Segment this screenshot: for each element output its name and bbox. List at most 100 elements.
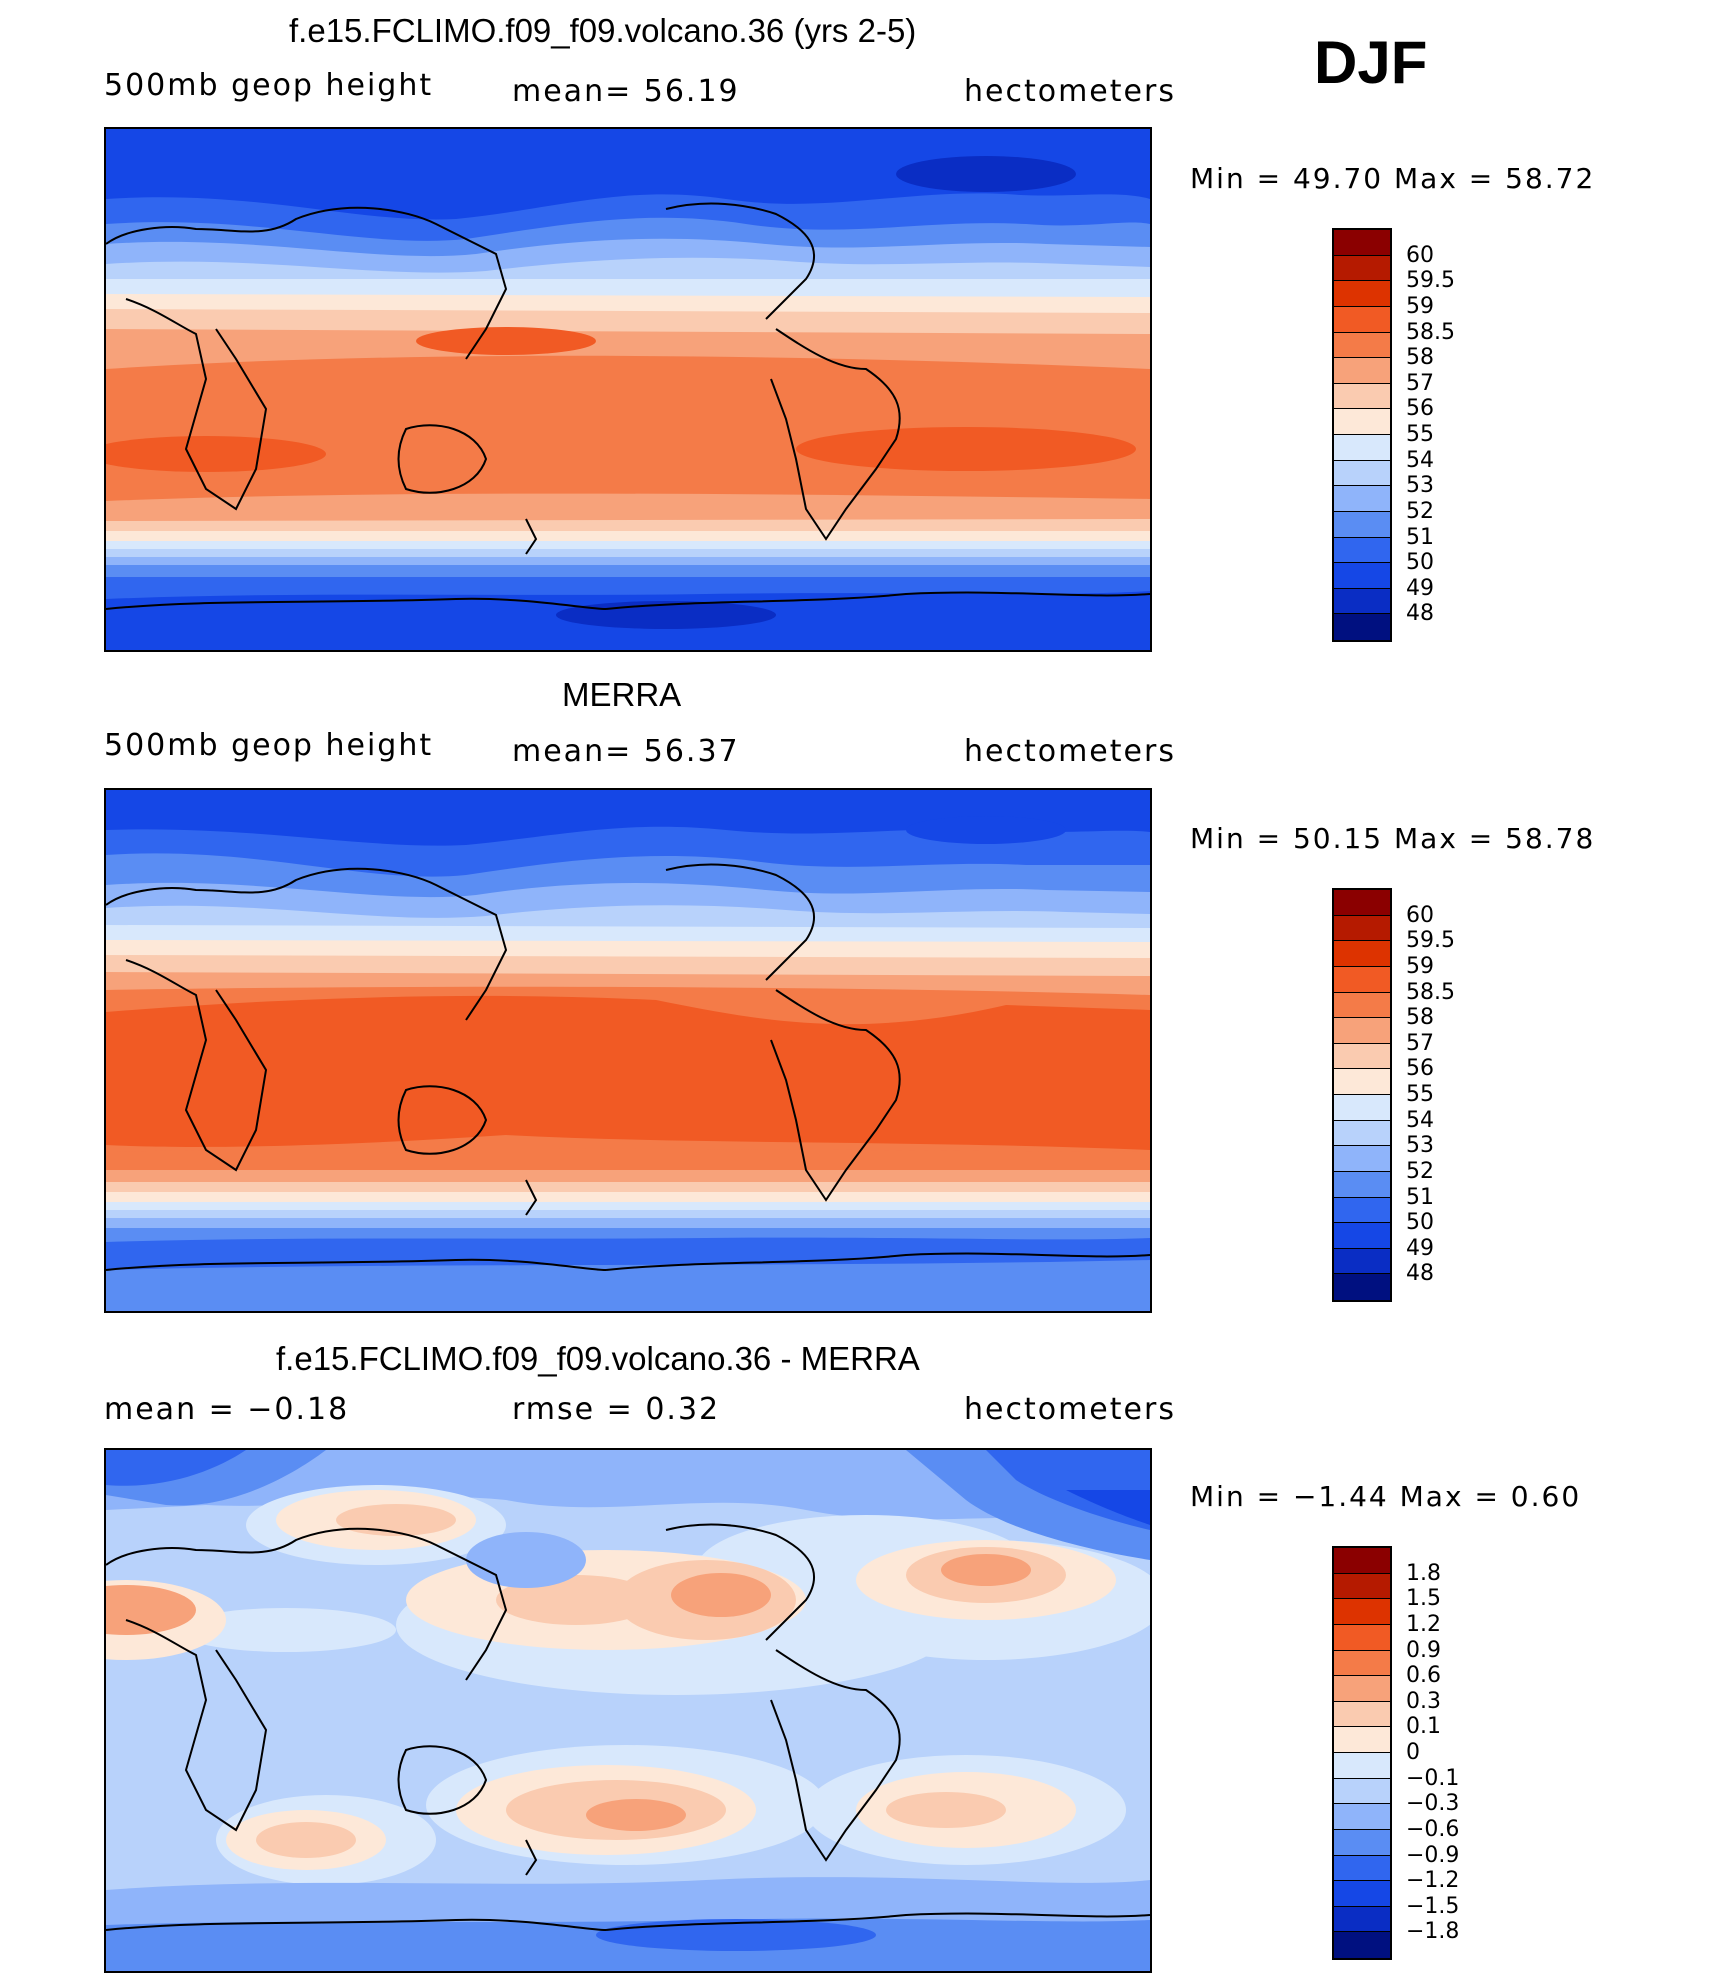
colorbar-swatch	[1334, 1829, 1390, 1856]
colorbar-swatch	[1334, 966, 1390, 993]
colorbar-swatch	[1334, 409, 1390, 435]
colorbar-tick-label: 52	[1406, 498, 1434, 524]
colorbar-tick-label: 56	[1406, 396, 1434, 422]
panel-3-map	[104, 1448, 1152, 1973]
colorbar-swatch	[1334, 1548, 1390, 1574]
colorbar-tick-label: 53	[1406, 473, 1434, 499]
colorbar-swatch	[1334, 1906, 1390, 1933]
colorbar-swatch	[1334, 588, 1390, 615]
colorbar-swatch	[1334, 358, 1390, 384]
colorbar-swatch	[1334, 1676, 1390, 1702]
panel-1-units-label: hectometers	[964, 74, 1176, 109]
panel-2-contour-field	[106, 790, 1150, 1311]
panel-1-mean-label: mean= 56.19	[512, 74, 740, 109]
panel-1-variable-label: 500mb geop height	[104, 68, 434, 103]
colorbar-swatch	[1334, 1599, 1390, 1625]
colorbar-swatch	[1334, 1932, 1390, 1958]
colorbar-tick-label: −0.6	[1406, 1816, 1460, 1842]
colorbar-tick-label: 0	[1406, 1740, 1420, 1765]
panel-1-coastlines	[106, 202, 1150, 610]
panel-3-colorbar	[1332, 1546, 1392, 1960]
colorbar-swatch	[1334, 992, 1390, 1019]
colorbar-tick-label: 55	[1406, 422, 1434, 447]
colorbar-swatch	[1334, 230, 1390, 256]
colorbar-tick-label: 57	[1406, 370, 1434, 396]
colorbar-tick-label: 57	[1406, 1030, 1434, 1056]
colorbar-tick-label: 50	[1406, 1210, 1434, 1236]
panel-2-map	[104, 788, 1152, 1313]
colorbar-swatch	[1334, 1223, 1390, 1249]
colorbar-tick-label: 51	[1406, 1184, 1434, 1210]
colorbar-tick-label: 59.5	[1406, 928, 1455, 954]
colorbar-swatch	[1334, 1146, 1390, 1172]
colorbar-swatch	[1334, 435, 1390, 461]
colorbar-tick-label: 58	[1406, 345, 1434, 371]
colorbar-swatch	[1334, 1855, 1390, 1882]
colorbar-tick-label: 0.9	[1406, 1637, 1441, 1663]
colorbar-swatch	[1334, 1274, 1390, 1300]
colorbar-swatch	[1334, 1573, 1390, 1600]
colorbar-swatch	[1334, 1197, 1390, 1224]
colorbar-swatch	[1334, 537, 1390, 564]
colorbar-tick-label: 59	[1406, 293, 1434, 319]
colorbar-swatch	[1334, 1120, 1390, 1147]
colorbar-swatch	[1334, 1018, 1390, 1044]
panel-2-minmax: Min = 50.15 Max = 58.78	[1190, 822, 1596, 855]
colorbar-swatch	[1334, 1095, 1390, 1121]
colorbar-swatch	[1334, 332, 1390, 359]
colorbar-tick-label: 59	[1406, 953, 1434, 979]
colorbar-swatch	[1334, 1069, 1390, 1095]
colorbar-tick-label: 52	[1406, 1158, 1434, 1184]
colorbar-tick-label: 0.1	[1406, 1714, 1441, 1740]
colorbar-tick-label: 54	[1406, 447, 1434, 473]
colorbar-tick-label: 58.5	[1406, 979, 1455, 1005]
colorbar-tick-label: −1.8	[1406, 1919, 1460, 1945]
season-label: DJF	[1314, 29, 1428, 96]
panel-1-map	[104, 127, 1152, 652]
panel-3-contour-field	[106, 1450, 1150, 1971]
colorbar-tick-label: 54	[1406, 1107, 1434, 1133]
colorbar-swatch	[1334, 1753, 1390, 1779]
panel-3-coastlines	[106, 1523, 1150, 1931]
colorbar-swatch	[1334, 383, 1390, 410]
colorbar-tick-label: 0.6	[1406, 1663, 1441, 1689]
panel-3-mean-label: mean = −0.18	[104, 1392, 350, 1427]
panel-1-colorbar	[1332, 228, 1392, 642]
colorbar-tick-label: 55	[1406, 1082, 1434, 1107]
colorbar-swatch	[1334, 1804, 1390, 1830]
colorbar-tick-label: 59.5	[1406, 268, 1455, 294]
colorbar-tick-label: 0.3	[1406, 1688, 1441, 1714]
colorbar-tick-label: −0.1	[1406, 1765, 1460, 1791]
colorbar-swatch	[1334, 1701, 1390, 1728]
colorbar-tick-label: 48	[1406, 601, 1434, 627]
colorbar-tick-label: 60	[1406, 902, 1434, 928]
colorbar-tick-label: 1.8	[1406, 1560, 1441, 1586]
panel-2-coastlines	[106, 863, 1150, 1271]
panel-2-colorbar	[1332, 888, 1392, 1302]
colorbar-tick-label: −0.9	[1406, 1842, 1460, 1868]
colorbar-tick-label: −0.3	[1406, 1791, 1460, 1817]
colorbar-tick-label: −1.2	[1406, 1868, 1460, 1894]
panel-2-variable-label: 500mb geop height	[104, 728, 434, 763]
colorbar-swatch	[1334, 1248, 1390, 1275]
colorbar-tick-label: 49	[1406, 575, 1434, 601]
colorbar-swatch	[1334, 486, 1390, 512]
colorbar-swatch	[1334, 306, 1390, 333]
panel-3-minmax: Min = −1.44 Max = 0.60	[1190, 1480, 1582, 1513]
panel-3-units-label: hectometers	[964, 1392, 1176, 1427]
colorbar-tick-label: 51	[1406, 524, 1434, 550]
colorbar-tick-label: 58	[1406, 1005, 1434, 1031]
colorbar-swatch	[1334, 563, 1390, 589]
colorbar-swatch	[1334, 915, 1390, 942]
panel-3-rmse-label: rmse = 0.32	[512, 1392, 721, 1427]
colorbar-tick-label: 50	[1406, 550, 1434, 576]
colorbar-tick-label: 48	[1406, 1261, 1434, 1287]
colorbar-swatch	[1334, 1171, 1390, 1198]
colorbar-swatch	[1334, 941, 1390, 967]
colorbar-swatch	[1334, 1650, 1390, 1677]
colorbar-swatch	[1334, 1624, 1390, 1651]
colorbar-tick-label: 1.2	[1406, 1611, 1441, 1637]
panel-1-minmax: Min = 49.70 Max = 58.72	[1190, 162, 1596, 195]
colorbar-swatch	[1334, 281, 1390, 307]
colorbar-swatch	[1334, 1043, 1390, 1070]
